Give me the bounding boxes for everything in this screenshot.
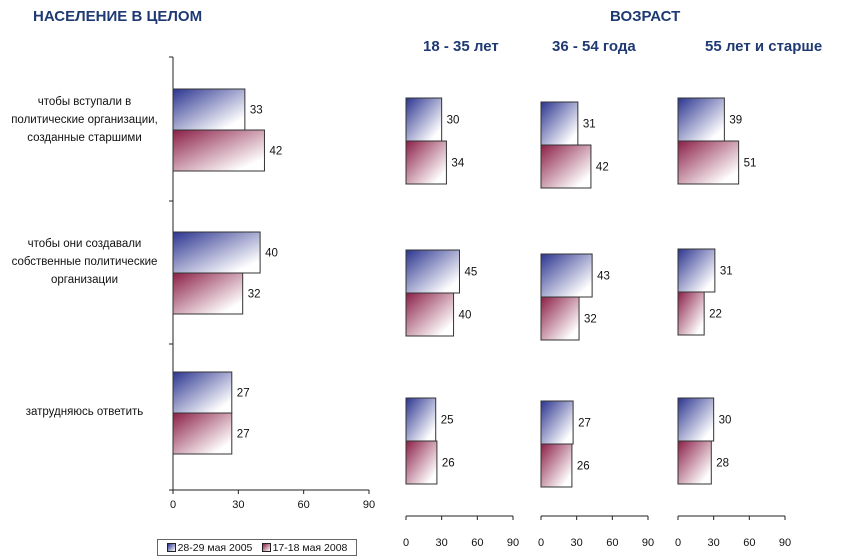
data-label-age-55-plus-cat1-2005: 39 (729, 115, 742, 127)
bar-age-36-54-cat3-2005 (540, 400, 574, 445)
x-tick-label-total-30: 30 (232, 499, 244, 511)
bar-total-cat2-2005 (172, 231, 261, 274)
x-tick-label-age-55-plus-30: 30 (708, 537, 720, 549)
bar-total-cat3-2005 (172, 371, 233, 414)
legend-label-2008: 17-18 мая 2008 (272, 541, 348, 554)
data-label-age-55-plus-cat3-2008: 28 (716, 458, 729, 470)
x-tick-label-age-18-35-30: 30 (436, 537, 448, 549)
category-label-line: затрудняюсь ответить (25, 406, 144, 418)
bar-age-18-35-cat3-2005 (405, 397, 437, 442)
data-label-age-18-35-cat2-2008: 40 (459, 310, 472, 322)
category-label-3: затрудняюсь ответить (2, 404, 167, 422)
bar-age-36-54-cat1-2005 (540, 101, 579, 146)
bar-age-36-54-cat3-2008 (540, 443, 573, 488)
data-label-total-cat3-2008: 27 (237, 429, 250, 441)
x-tick-label-age-55-plus-60: 60 (743, 537, 755, 549)
x-tick-label-age-36-54-30: 30 (571, 537, 583, 549)
data-label-age-18-35-cat2-2005: 45 (465, 267, 478, 279)
category-label-line: чтобы они создавали (27, 238, 142, 250)
bar-total-cat2-2008 (172, 272, 244, 315)
data-label-total-cat1-2008: 42 (269, 146, 282, 158)
x-tick-label-age-36-54-60: 60 (606, 537, 618, 549)
data-label-age-55-plus-cat2-2005: 31 (720, 266, 733, 278)
legend-item-2005: 28-29 мая 2005 (166, 541, 253, 554)
age-column-header-18-35: 18 - 35 лет (423, 38, 499, 55)
legend-swatch-2005 (166, 543, 176, 552)
x-tick-label-total-60: 60 (298, 499, 310, 511)
data-label-age-18-35-cat1-2008: 34 (451, 158, 464, 170)
category-label-1: чтобы вступали в политические организации… (2, 94, 167, 147)
legend-swatch-2008 (261, 543, 271, 552)
bar-total-cat3-2008 (172, 412, 233, 455)
data-label-total-cat1-2005: 33 (250, 105, 263, 117)
data-label-age-36-54-cat2-2005: 43 (597, 271, 610, 283)
legend-item-2008: 17-18 мая 2008 (261, 541, 348, 554)
data-label-age-18-35-cat1-2005: 30 (447, 115, 460, 127)
bar-age-18-35-cat1-2005 (405, 97, 443, 142)
bar-age-55-plus-cat2-2005 (677, 248, 716, 293)
x-tick-label-total-0: 0 (170, 499, 176, 511)
bar-age-18-35-cat3-2008 (405, 440, 438, 485)
bar-age-55-plus-cat1-2005 (677, 97, 725, 142)
x-tick-label-age-55-plus-90: 90 (779, 537, 791, 549)
category-label-2: чтобы они создавали собственные политичес… (2, 236, 167, 289)
data-label-age-36-54-cat3-2008: 26 (577, 461, 590, 473)
x-tick-label-age-18-35-60: 60 (471, 537, 483, 549)
category-label-line: политические организации, (11, 113, 158, 126)
bar-total-cat1-2005 (172, 88, 246, 131)
x-tick-label-age-55-plus-0: 0 (675, 537, 681, 549)
data-label-total-cat3-2005: 27 (237, 388, 250, 400)
bar-age-55-plus-cat3-2008 (677, 440, 712, 485)
bar-age-36-54-cat1-2008 (540, 144, 592, 189)
chart-title: НАСЕЛЕНИЕ В ЦЕЛОМ (33, 8, 203, 25)
age-column-header-36-54: 36 - 54 года (552, 38, 636, 55)
chart-legend: 28-29 мая 2005 17-18 мая 2008 (157, 539, 357, 556)
category-label-line: организации (50, 273, 118, 286)
category-label-line: чтобы вступали в (37, 96, 132, 108)
data-label-age-36-54-cat1-2008: 42 (596, 162, 609, 174)
data-label-total-cat2-2008: 32 (248, 289, 261, 301)
bar-age-18-35-cat2-2008 (405, 292, 455, 337)
data-label-total-cat2-2005: 40 (265, 248, 278, 260)
x-tick-label-age-18-35-90: 90 (507, 537, 519, 549)
data-label-age-55-plus-cat1-2008: 51 (744, 158, 757, 170)
bar-age-55-plus-cat1-2008 (677, 140, 740, 185)
bar-age-18-35-cat1-2008 (405, 140, 447, 185)
data-label-age-36-54-cat1-2005: 31 (583, 119, 596, 131)
data-label-age-55-plus-cat2-2008: 22 (709, 309, 722, 321)
bar-age-55-plus-cat3-2005 (677, 397, 715, 442)
x-tick-label-age-18-35-0: 0 (403, 537, 409, 549)
age-column-header-55-plus: 55 лет и старше (705, 38, 823, 55)
bar-age-36-54-cat2-2005 (540, 253, 593, 298)
bar-age-36-54-cat2-2008 (540, 296, 580, 341)
age-group-title: ВОЗРАСТ (610, 8, 681, 25)
legend-label-2005: 28-29 мая 2005 (177, 541, 253, 554)
bar-age-55-plus-cat2-2008 (677, 291, 705, 336)
category-label-line: собственные политические (11, 255, 158, 268)
data-label-age-18-35-cat3-2005: 25 (441, 415, 454, 427)
data-label-age-36-54-cat2-2008: 32 (584, 314, 597, 326)
data-label-age-36-54-cat3-2005: 27 (578, 418, 591, 430)
category-label-line: созданные старшими (27, 131, 142, 144)
data-label-age-55-plus-cat3-2005: 30 (719, 415, 732, 427)
x-tick-label-total-90: 90 (363, 499, 375, 511)
data-label-age-18-35-cat3-2008: 26 (442, 458, 455, 470)
x-tick-label-age-36-54-0: 0 (538, 537, 544, 549)
bar-total-cat1-2008 (172, 129, 265, 172)
bar-age-18-35-cat2-2005 (405, 249, 460, 294)
x-tick-label-age-36-54-90: 90 (642, 537, 654, 549)
